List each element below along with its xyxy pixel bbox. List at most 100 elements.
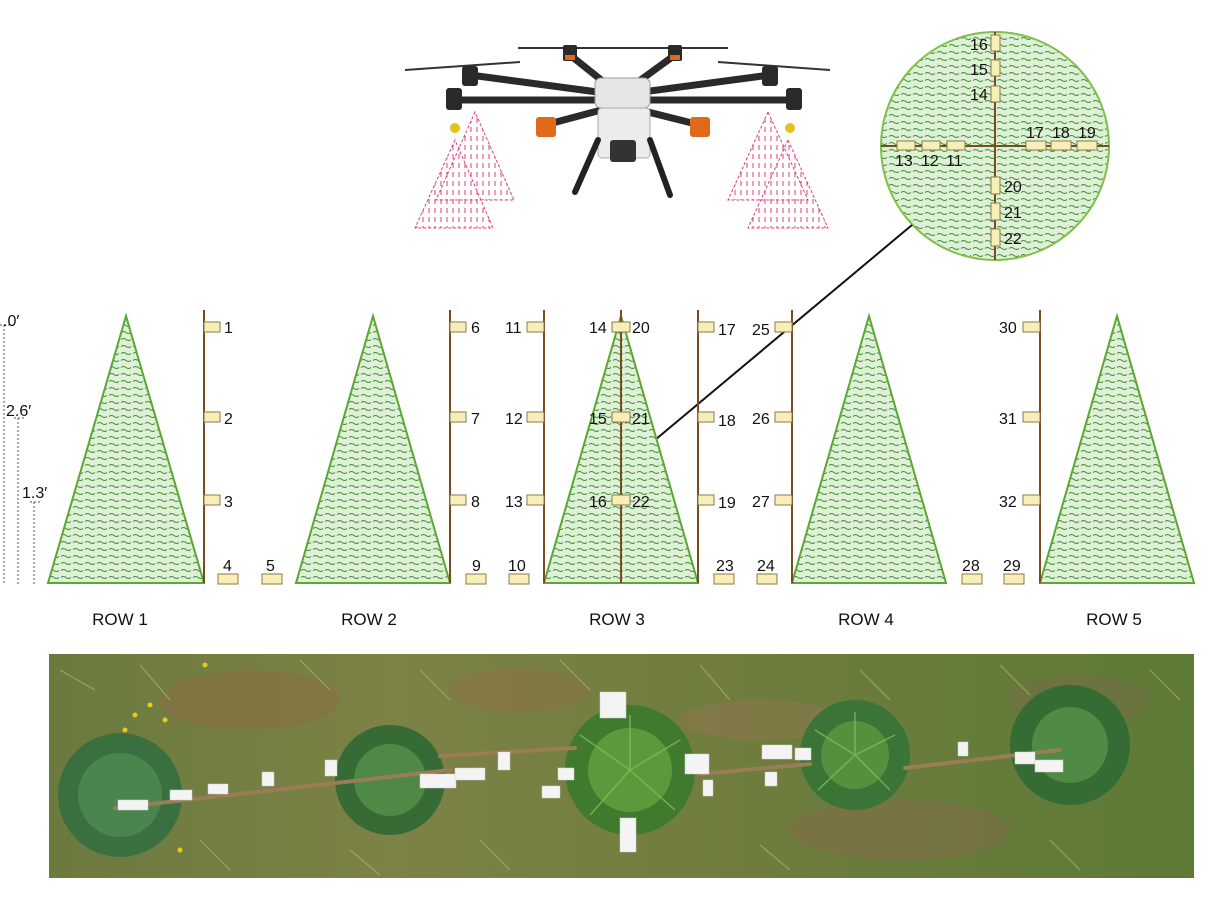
- sampler-card: [1022, 494, 1041, 506]
- sampler-card: [697, 321, 715, 333]
- sampler-label: 25: [752, 322, 770, 339]
- zoom-label: 22: [1004, 231, 1022, 248]
- row-label: ROW 4: [838, 610, 894, 629]
- sampler-label: 28: [962, 558, 980, 575]
- tree-row-2: [294, 312, 452, 584]
- sampler-card: [1022, 321, 1041, 333]
- sampler-label: 2: [224, 411, 233, 428]
- sampler-label: 7: [471, 411, 480, 428]
- sampler-label: 12: [505, 411, 523, 428]
- zoom-label: 16: [970, 37, 988, 54]
- zoom-label: 21: [1004, 205, 1022, 222]
- sampler-label: 13: [505, 494, 523, 511]
- zoom-label: 17: [1026, 125, 1044, 142]
- row-label: ROW 1: [92, 610, 148, 629]
- zoom-sampler-card: [990, 176, 1001, 195]
- sampler-label: 1: [224, 320, 233, 337]
- sampler-card: [203, 411, 221, 423]
- zoom-inset: 16 15 14 13 12 11 17 18 19 20 21 22: [880, 31, 1110, 261]
- zoom-label: 12: [921, 153, 939, 170]
- zoom-sampler-card: [990, 228, 1001, 247]
- sampler-label: 17: [718, 322, 736, 339]
- sampler-card: [203, 321, 221, 333]
- height-label: 2.6′: [6, 403, 31, 420]
- sampler-label: 32: [999, 494, 1017, 511]
- zoom-sampler-card: [921, 140, 941, 151]
- sampler-card: [774, 411, 793, 423]
- sampler-card: [697, 494, 715, 506]
- sampler-card: [611, 321, 631, 333]
- zoom-sampler-card: [1050, 140, 1072, 151]
- sampler-label: 11: [505, 320, 522, 337]
- zoom-label: 18: [1052, 125, 1070, 142]
- row-labels: ROW 1 ROW 2 ROW 3 ROW 4 ROW 5: [92, 610, 1142, 629]
- zoom-label: 14: [970, 87, 988, 104]
- sampler-label: 9: [472, 558, 481, 575]
- zoom-sampler-card: [990, 202, 1001, 221]
- sampling-poles: [203, 310, 1041, 583]
- sampler-label: 24: [757, 558, 775, 575]
- sampler-card: [449, 494, 467, 506]
- zoom-label: 19: [1078, 125, 1096, 142]
- zoom-sampler-card: [896, 140, 916, 151]
- sampler-card: [756, 573, 778, 585]
- sampler-label: 31: [999, 411, 1017, 428]
- zoom-sampler-card: [1076, 140, 1098, 151]
- sampler-label: 16: [589, 494, 607, 511]
- sampler-card: [526, 411, 545, 423]
- sampler-labels: 1 2 3 4 5 6 7 8 9 10 11 12 13 14 15 16 1…: [223, 320, 1021, 575]
- row-label: ROW 2: [341, 610, 397, 629]
- sampler-card: [261, 573, 283, 585]
- sampler-card: [611, 411, 631, 423]
- sampler-label: 26: [752, 411, 770, 428]
- sampler-card: [449, 321, 467, 333]
- sampler-card: [1003, 573, 1025, 585]
- aerial-photo: [49, 654, 1194, 878]
- sampler-label: 15: [589, 411, 607, 428]
- sampler-label: 3: [224, 494, 233, 511]
- sampler-card: [1022, 411, 1041, 423]
- sampler-card: [774, 321, 793, 333]
- tree-row-5: [1038, 312, 1196, 584]
- sampler-card: [713, 573, 735, 585]
- sampler-label: 8: [471, 494, 480, 511]
- zoom-sampler-card: [1025, 140, 1047, 151]
- zoom-sampler-card: [990, 59, 1001, 77]
- sampler-card: [465, 573, 487, 585]
- zoom-sampler-card: [990, 85, 1001, 103]
- sampler-label: 18: [718, 413, 736, 430]
- sampler-label: 23: [716, 558, 734, 575]
- sampler-card: [611, 494, 631, 506]
- height-label: 1.3′: [22, 485, 47, 502]
- sampler-card: [203, 494, 221, 506]
- sampler-label: 27: [752, 494, 770, 511]
- tree-row-1: [46, 312, 206, 584]
- zoom-label: 20: [1004, 179, 1022, 196]
- tree-row-4: [790, 312, 948, 584]
- sampler-label: 22: [632, 494, 650, 511]
- sampler-card: [449, 411, 467, 423]
- sampler-label: 30: [999, 320, 1017, 337]
- sampler-card: [774, 494, 793, 506]
- row-label: ROW 3: [589, 610, 645, 629]
- zoom-label: 11: [946, 153, 963, 170]
- sampler-card: [697, 411, 715, 423]
- sampler-label: 10: [508, 558, 526, 575]
- sampler-card: [508, 573, 530, 585]
- zoom-label: 15: [970, 62, 988, 79]
- height-label: .0′: [3, 313, 19, 330]
- zoom-label: 13: [895, 153, 913, 170]
- zoom-sampler-card: [946, 140, 966, 151]
- spray-cone-right: [727, 110, 829, 229]
- sampler-label: 5: [266, 558, 275, 575]
- sampler-card: [526, 494, 545, 506]
- sampler-card: [526, 321, 545, 333]
- sampler-label: 29: [1003, 558, 1021, 575]
- zoom-sampler-card: [990, 34, 1001, 52]
- sampler-label: 19: [718, 495, 736, 512]
- spray-cone-left: [414, 110, 515, 229]
- sampler-label: 20: [632, 320, 650, 337]
- height-scale: .0′ 2.6′ 1.3′: [0, 313, 47, 584]
- sampler-card: [961, 573, 983, 585]
